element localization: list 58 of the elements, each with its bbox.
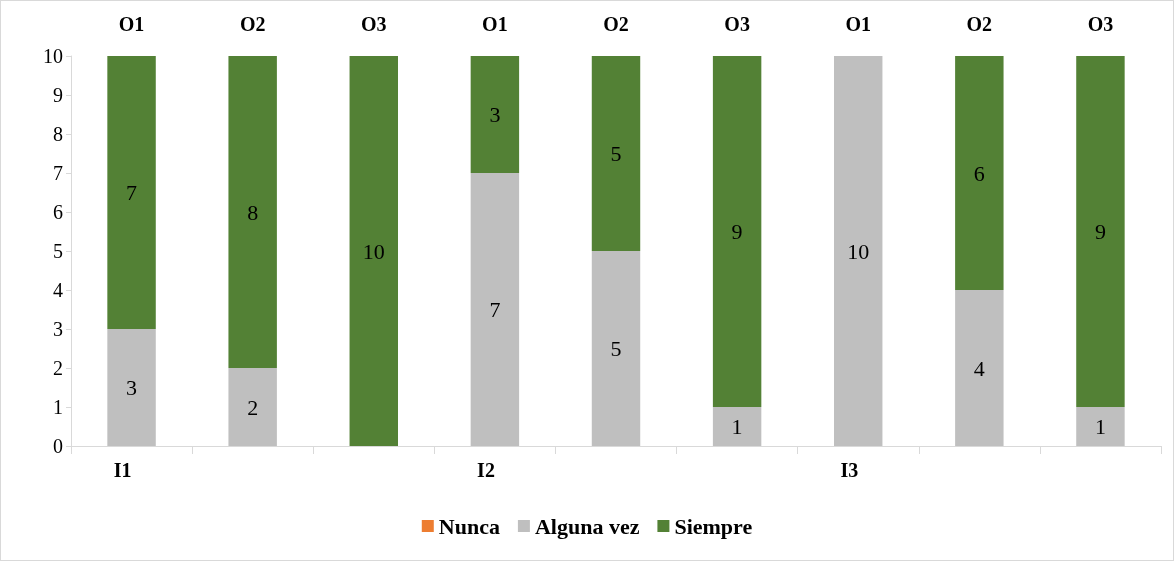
x-tick-label: O2 bbox=[239, 13, 266, 35]
data-label: 10 bbox=[362, 238, 385, 264]
bar bbox=[349, 56, 398, 446]
text: I1 bbox=[113, 459, 132, 481]
data-label: 10 bbox=[847, 238, 870, 264]
data-label: 5 bbox=[610, 336, 622, 361]
data-label: 9 bbox=[731, 219, 743, 244]
x-tick-label: O3 bbox=[1087, 13, 1114, 35]
data-label: 1 bbox=[731, 414, 743, 439]
y-tick-label: 0 bbox=[53, 435, 63, 457]
y-tick-label: 8 bbox=[53, 123, 63, 145]
data-label: 5 bbox=[610, 141, 622, 166]
legend-label: Alguna vez bbox=[534, 513, 640, 539]
y-tick-label: 3 bbox=[53, 318, 63, 340]
y-tick-label: 6 bbox=[53, 201, 63, 223]
data-label: 2 bbox=[247, 394, 259, 420]
y-tick-label: 4 bbox=[53, 279, 63, 301]
data-label: 7 bbox=[126, 180, 138, 205]
legend-label: Nunca bbox=[438, 513, 500, 539]
text: I3 bbox=[840, 459, 859, 481]
bar bbox=[470, 56, 520, 173]
bar bbox=[1076, 407, 1125, 446]
x-tick-label: O1 bbox=[482, 13, 508, 35]
bar bbox=[1076, 56, 1125, 407]
y-tick-label: 1 bbox=[53, 396, 63, 418]
data-label: 7 bbox=[489, 297, 501, 322]
bar bbox=[591, 251, 641, 446]
x-tick-label: O3 bbox=[724, 13, 750, 35]
y-tick-label: 9 bbox=[53, 84, 63, 106]
x-tick-label: O2 bbox=[603, 13, 629, 35]
legend-label: Siempre bbox=[674, 513, 753, 539]
x-tick-label: O1 bbox=[845, 13, 871, 35]
y-tick-label: 5 bbox=[53, 240, 63, 262]
x-tick-label: O1 bbox=[118, 13, 145, 35]
bar bbox=[712, 407, 762, 446]
bar bbox=[955, 56, 1004, 290]
y-tick-label: 10 bbox=[43, 45, 63, 67]
x-tick-label: O2 bbox=[966, 13, 993, 35]
bar bbox=[712, 56, 762, 407]
data-label: 1 bbox=[1094, 414, 1106, 439]
bar bbox=[107, 56, 156, 329]
bar bbox=[228, 368, 277, 446]
bar bbox=[470, 173, 520, 446]
data-label: 8 bbox=[247, 199, 259, 225]
bar bbox=[228, 56, 277, 368]
data-label: 6 bbox=[973, 160, 985, 186]
data-label: 3 bbox=[126, 375, 138, 400]
bar bbox=[107, 329, 156, 446]
data-label: 3 bbox=[489, 102, 501, 127]
data-label: 9 bbox=[1094, 219, 1106, 244]
bar bbox=[834, 56, 883, 446]
bar bbox=[955, 290, 1004, 446]
bar bbox=[591, 56, 641, 251]
y-tick-label: 2 bbox=[53, 357, 63, 379]
data-label: 4 bbox=[973, 355, 985, 381]
y-tick-label: 7 bbox=[53, 162, 63, 184]
x-tick-label: O3 bbox=[361, 13, 387, 35]
text: I2 bbox=[477, 459, 495, 481]
